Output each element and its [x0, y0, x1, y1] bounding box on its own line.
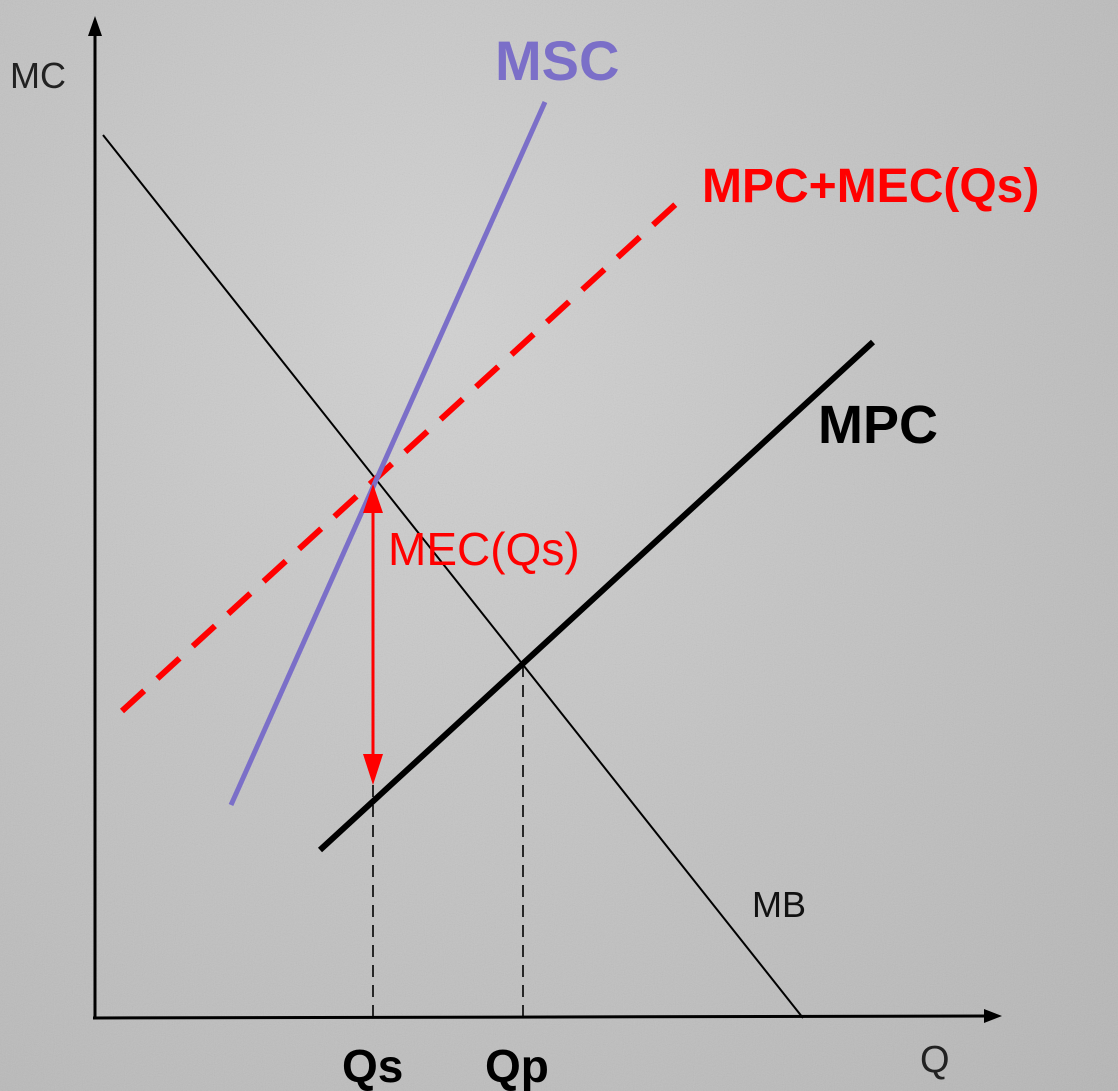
mpc-plus-mec-label: MPC+MEC(Qs): [702, 160, 1039, 213]
msc-label: MSC: [495, 29, 619, 92]
mec-arrow-head-up: [363, 484, 383, 513]
qs-label: Qs: [342, 1040, 403, 1091]
mpc-plus-mec-curve: [119, 200, 680, 714]
x-axis-arrowhead: [984, 1009, 1002, 1023]
qp-label: Qp: [485, 1040, 549, 1091]
msc-curve: [228, 100, 548, 807]
mpc-label: MPC: [818, 395, 938, 455]
y-axis-arrowhead: [88, 16, 102, 36]
x-axis: [92, 1014, 991, 1020]
mec-label: MEC(Qs): [388, 523, 580, 575]
y-axis-label: MC: [10, 55, 66, 96]
mb-curve: [102, 134, 804, 1019]
mpc-curve: [317, 339, 876, 853]
mec-arrow-head-down: [363, 754, 383, 785]
x-axis-label: Q: [920, 1039, 950, 1081]
mb-label: MB: [752, 884, 806, 925]
